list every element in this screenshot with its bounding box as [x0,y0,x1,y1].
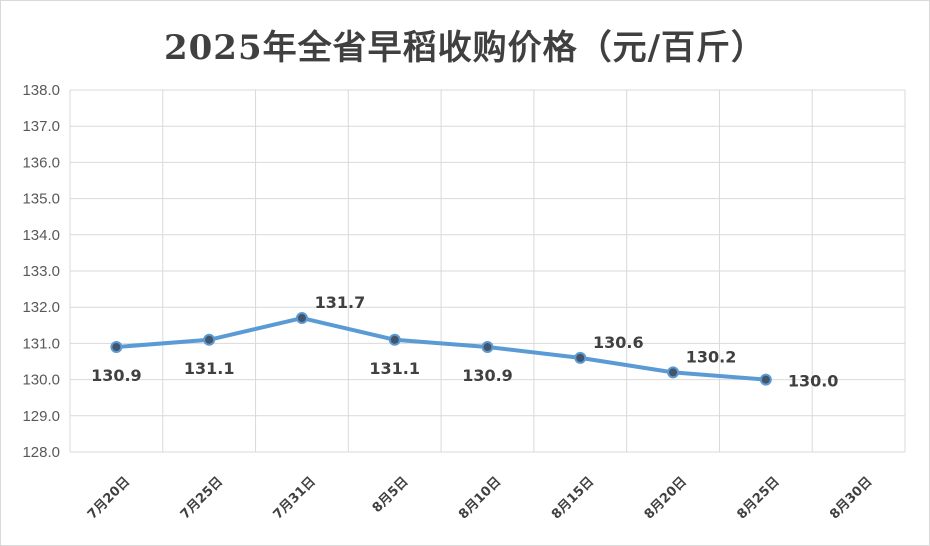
y-axis-ticks: 128.0 129.0 130.0 131.0 132.0 133.0 134.0 135.0… [22,82,60,461]
y-tick-label: 130.0 [22,372,60,389]
data-label: 130.2 [686,347,737,366]
data-point [295,312,308,325]
x-tick-label: 7月25日 [178,474,226,522]
data-point [667,366,680,379]
y-tick-label: 133.0 [22,263,60,280]
y-tick-label: 129.0 [22,408,60,425]
data-label: 130.9 [91,366,142,385]
x-tick-label: 7月20日 [85,474,133,522]
data-point [759,373,772,386]
x-tick-label: 8月20日 [642,474,690,522]
x-tick-label: 7月31日 [271,474,319,522]
y-tick-label: 132.0 [22,299,60,316]
x-tick-label: 8月30日 [827,474,875,522]
x-tick-label: 8月15日 [549,474,597,522]
x-tick-label: 8月5日 [370,474,412,516]
x-axis-ticks: 7月20日 7月25日 7月31日 8月5日 8月10日 8月15日 8月20日 8月25日 8… [85,474,875,522]
data-label: 131.1 [369,359,420,378]
chart-title: 2025年全省早稻收购价格（元/百斤） [163,28,767,68]
y-tick-label: 138.0 [22,82,60,99]
x-tick-label: 8月10日 [456,474,504,522]
data-label: 130.6 [593,333,644,352]
y-tick-label: 137.0 [22,118,60,135]
y-tick-label: 128.0 [22,444,60,461]
data-point [481,341,494,354]
y-tick-label: 134.0 [22,227,60,244]
data-label: 130.0 [788,372,839,391]
series-line [116,316,766,382]
x-tick-label: 8月25日 [734,474,782,522]
data-label: 131.1 [184,359,235,378]
y-tick-label: 135.0 [22,191,60,208]
y-tick-label: 131.0 [22,335,60,352]
series-price [110,312,772,386]
data-point [203,333,216,346]
data-label: 130.9 [462,366,513,385]
data-point [388,333,401,346]
data-point [574,351,587,364]
data-point [110,341,123,354]
data-label: 131.7 [315,293,366,312]
grid-lines [69,89,906,453]
data-labels: 130.9 131.1 131.7 131.1 130.9 130.6 130.2 130.0 [91,293,838,391]
y-tick-label: 136.0 [22,154,60,171]
